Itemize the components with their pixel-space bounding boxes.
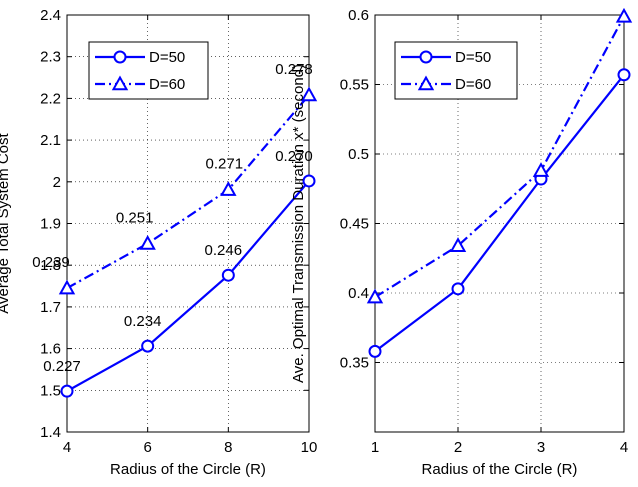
data-point-triangle xyxy=(220,181,237,196)
series-line-D=60 xyxy=(374,15,625,299)
data-label: 0.246 xyxy=(205,242,243,259)
legend-marker-circle xyxy=(419,50,433,64)
chart-panel-1: 4 6 8 10 1.4 1.5 1.6 1.7 1.8 1.9 2 2.1 2.2 2.3 2.4 Radi… xyxy=(0,7,317,478)
data-point-triangle xyxy=(300,86,318,102)
data-label: 0.271 xyxy=(206,156,244,173)
y-tick-label: 0.55 xyxy=(340,77,369,94)
series-line-D=60 xyxy=(66,94,310,290)
data-label: 0.239 xyxy=(32,254,70,271)
legend-marker-triangle xyxy=(111,75,129,91)
legend-label-D=50: D=50 xyxy=(455,49,491,66)
x-tick-label: 3 xyxy=(537,439,545,456)
legend: D=50 D=60 xyxy=(88,41,209,100)
legend-label-D=50: D=50 xyxy=(149,49,185,66)
y-tick-label: 1.5 xyxy=(40,382,61,399)
legend-label-D=60: D=60 xyxy=(149,76,185,93)
data-label: 0.227 xyxy=(43,358,81,375)
data-point-circle xyxy=(221,268,235,282)
y-tick-label: 1.8 xyxy=(40,257,61,274)
y-tick-label: 2 xyxy=(53,174,61,191)
y-tick-label: 2.3 xyxy=(40,49,61,66)
x-tick-label: 1 xyxy=(371,439,379,456)
data-point-circle xyxy=(451,282,465,296)
y-axis-label: Ave. Optimal Transmission Duration x* (s… xyxy=(290,64,307,383)
y-tick-label: 1.7 xyxy=(40,299,61,316)
data-point-circle xyxy=(60,384,74,398)
data-point-triangle xyxy=(366,288,384,304)
y-axis-label: Average Total System Cost xyxy=(0,132,12,313)
chart-panel-2: 1 2 3 4 0.35 0.4 0.45 0.5 0.55 0.6 Radius of the C… xyxy=(290,7,633,478)
x-tick-label: 4 xyxy=(620,439,628,456)
y-tick-label: 1.6 xyxy=(40,341,61,358)
legend-marker-circle xyxy=(113,50,127,64)
data-point-triangle xyxy=(532,162,550,177)
data-point-circle xyxy=(617,68,631,82)
x-tick-label: 10 xyxy=(301,439,318,456)
y-tick-label: 0.35 xyxy=(340,355,369,372)
series-line-D=50 xyxy=(66,180,310,393)
x-axis-label: Radius of the Circle (R) xyxy=(422,461,578,478)
x-axis-label: Radius of the Circle (R) xyxy=(110,461,266,478)
y-tick-label: 0.4 xyxy=(348,285,369,302)
y-tick-label: 0.6 xyxy=(348,7,369,24)
y-tick-label: 0.45 xyxy=(340,216,369,233)
data-label: 0.278 xyxy=(275,61,313,78)
legend-box xyxy=(88,41,209,100)
data-point-circle xyxy=(368,344,382,358)
data-label: 0.234 xyxy=(124,313,162,330)
y-tick-label: 2.1 xyxy=(40,132,61,149)
x-tick-label: 4 xyxy=(63,439,71,456)
data-point-triangle xyxy=(449,237,467,252)
x-tick-label: 8 xyxy=(224,439,232,456)
y-tick-label: 0.5 xyxy=(348,146,369,163)
y-tick-label: 1.9 xyxy=(40,216,61,233)
data-point-triangle xyxy=(139,234,156,250)
data-point-triangle xyxy=(615,7,633,23)
legend: D=50 D=60 xyxy=(394,41,518,100)
x-tick-label: 6 xyxy=(143,439,151,456)
data-point-circle xyxy=(302,174,316,188)
series-line-D=50 xyxy=(374,74,625,353)
data-point-circle xyxy=(141,339,155,353)
legend-label-D=60: D=60 xyxy=(455,76,491,93)
data-label: 0.270 xyxy=(275,148,313,165)
y-tick-label: 1.4 xyxy=(40,424,61,441)
y-tick-label: 2.4 xyxy=(40,7,61,24)
legend-marker-triangle xyxy=(417,75,435,91)
legend-box xyxy=(394,41,518,100)
y-tick-label: 2.2 xyxy=(40,90,61,107)
x-tick-label: 2 xyxy=(454,439,462,456)
data-label: 0.251 xyxy=(116,210,154,227)
data-point-triangle xyxy=(58,279,76,295)
